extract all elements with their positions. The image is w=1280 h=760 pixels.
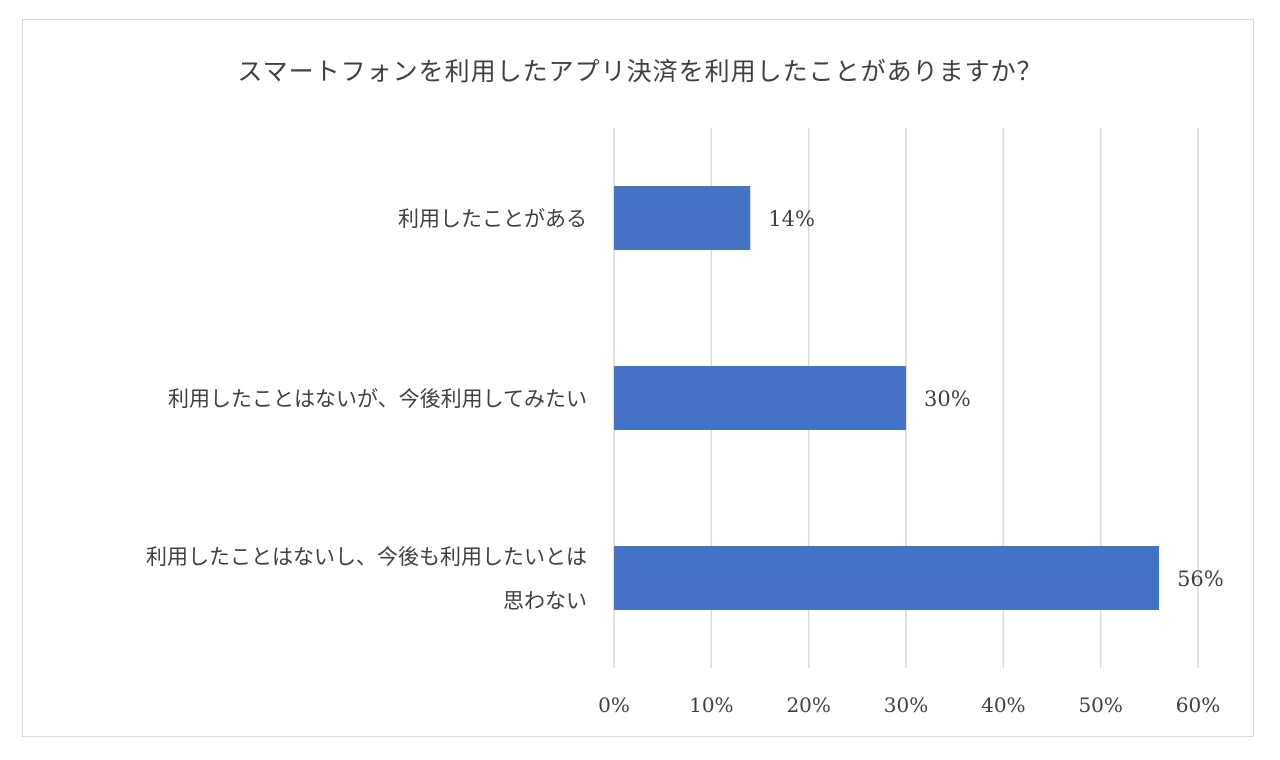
data-label: 14% <box>768 207 815 231</box>
category-label: 利用したことがある <box>398 207 587 231</box>
x-tick-label: 0% <box>598 693 630 717</box>
chart-title: スマートフォンを利用したアプリ決済を利用したことがありますか？ <box>237 57 1043 86</box>
data-label: 56% <box>1177 567 1224 591</box>
category-label: 利用したことはないし、今後も利用したいとは <box>146 545 587 569</box>
x-tick-label: 30% <box>884 693 928 717</box>
x-tick-label: 50% <box>1078 693 1122 717</box>
bar <box>614 186 751 250</box>
x-tick-label: 60% <box>1176 693 1220 717</box>
data-label: 30% <box>924 387 971 411</box>
x-tick-label: 40% <box>981 693 1025 717</box>
x-tick-label: 20% <box>786 693 830 717</box>
bar <box>614 546 1160 610</box>
x-tick-label: 10% <box>689 693 733 717</box>
bar <box>614 366 906 430</box>
labels: 0% 10% 20% 30% 40% 50% 60% 14% 利用したことがある 30% 利用したこ… <box>146 207 1224 717</box>
category-label: 利用したことはないが、今後利用してみたい <box>168 387 587 411</box>
bars <box>614 186 1160 610</box>
category-label: 思わない <box>503 589 587 613</box>
